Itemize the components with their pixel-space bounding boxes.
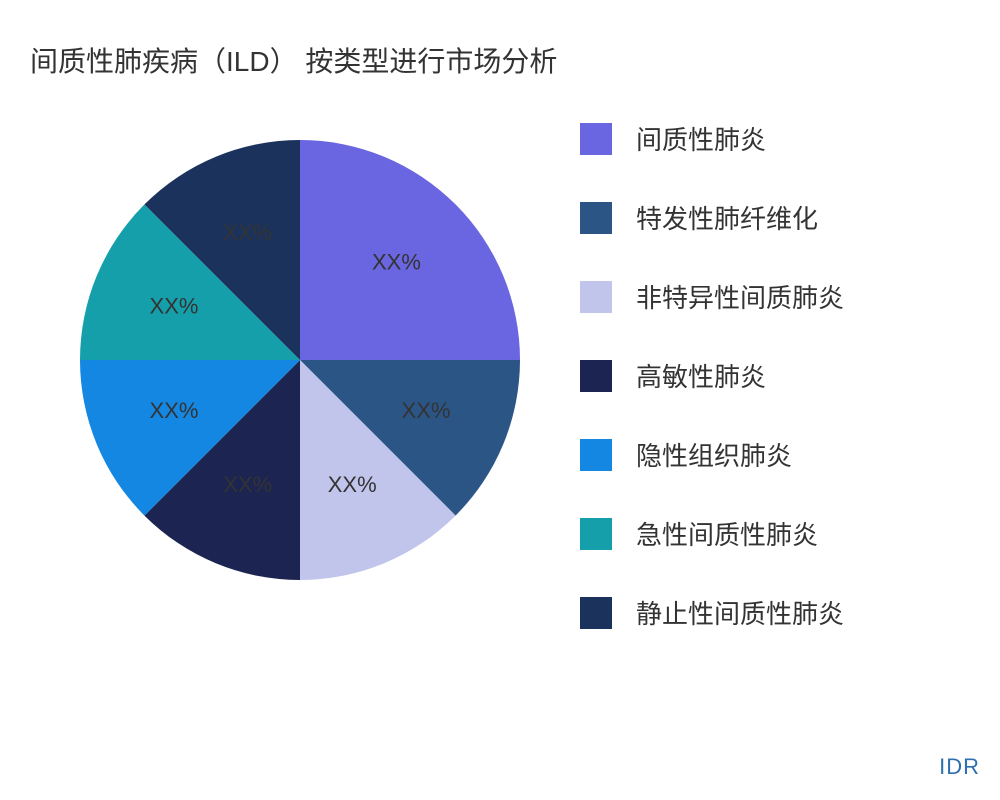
pie-svg: XX% XX% XX% XX% XX% XX% XX% bbox=[50, 110, 550, 610]
pie-slice-label: XX% bbox=[150, 398, 199, 423]
legend-swatch bbox=[580, 281, 612, 313]
footer-mark: IDR bbox=[939, 754, 980, 780]
legend: 间质性肺炎特发性肺纤维化非特异性间质肺炎高敏性肺炎隐性组织肺炎急性间质性肺炎静止… bbox=[580, 120, 844, 673]
pie-slice-label: XX% bbox=[372, 249, 421, 274]
legend-label: 间质性肺炎 bbox=[636, 120, 766, 157]
pie-slice-label: XX% bbox=[223, 472, 272, 497]
legend-item: 隐性组织肺炎 bbox=[580, 436, 844, 473]
legend-swatch bbox=[580, 360, 612, 392]
legend-label: 静止性间质性肺炎 bbox=[636, 594, 844, 631]
legend-swatch bbox=[580, 439, 612, 471]
legend-item: 非特异性间质肺炎 bbox=[580, 278, 844, 315]
legend-label: 特发性肺纤维化 bbox=[636, 199, 818, 236]
legend-item: 急性间质性肺炎 bbox=[580, 515, 844, 552]
chart-area: XX% XX% XX% XX% XX% XX% XX% 间质性肺炎特发性肺纤维化非特异性间质… bbox=[30, 120, 970, 673]
pie-chart: XX% XX% XX% XX% XX% XX% XX% bbox=[50, 110, 550, 610]
legend-item: 静止性间质性肺炎 bbox=[580, 594, 844, 631]
pie-slice-label: XX% bbox=[402, 398, 451, 423]
legend-swatch bbox=[580, 123, 612, 155]
chart-container: 间质性肺疾病（ILD） 按类型进行市场分析 XX%XX%XX%XX%XX%XX%… bbox=[0, 0, 1000, 800]
pie-slice-label: XX% bbox=[328, 472, 377, 497]
legend-item: 高敏性肺炎 bbox=[580, 357, 844, 394]
legend-label: 急性间质性肺炎 bbox=[636, 515, 818, 552]
legend-label: 非特异性间质肺炎 bbox=[636, 278, 844, 315]
legend-swatch bbox=[580, 518, 612, 550]
legend-label: 隐性组织肺炎 bbox=[636, 436, 792, 473]
pie-slice-label: XX% bbox=[150, 294, 199, 319]
legend-swatch bbox=[580, 202, 612, 234]
legend-item: 间质性肺炎 bbox=[580, 120, 844, 157]
legend-label: 高敏性肺炎 bbox=[636, 357, 766, 394]
legend-item: 特发性肺纤维化 bbox=[580, 199, 844, 236]
pie-slice-label: XX% bbox=[223, 220, 272, 245]
legend-swatch bbox=[580, 597, 612, 629]
chart-title: 间质性肺疾病（ILD） 按类型进行市场分析 bbox=[30, 40, 970, 80]
